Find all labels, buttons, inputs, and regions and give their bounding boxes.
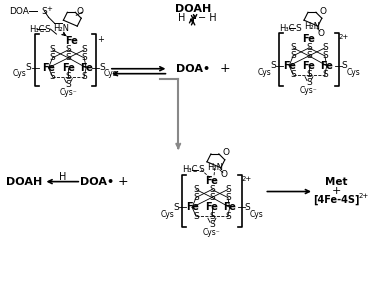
Text: Cys⁻: Cys⁻ bbox=[203, 228, 221, 237]
Text: O: O bbox=[77, 7, 84, 16]
Text: S: S bbox=[306, 78, 312, 87]
Text: S: S bbox=[173, 203, 179, 212]
Text: Fe: Fe bbox=[283, 61, 296, 71]
Text: S: S bbox=[245, 203, 251, 212]
Text: S: S bbox=[81, 72, 87, 81]
Text: S: S bbox=[225, 193, 231, 202]
Text: Fe: Fe bbox=[206, 202, 218, 212]
Text: S: S bbox=[26, 63, 32, 72]
Text: S: S bbox=[322, 43, 328, 52]
Text: S: S bbox=[65, 72, 71, 81]
Text: Fe: Fe bbox=[320, 61, 333, 71]
Text: S: S bbox=[270, 61, 276, 70]
Text: Cys: Cys bbox=[346, 68, 360, 77]
Text: Fe: Fe bbox=[303, 61, 315, 71]
Text: +: + bbox=[219, 62, 230, 75]
Text: S: S bbox=[65, 80, 71, 89]
Text: 2+: 2+ bbox=[358, 193, 368, 199]
Text: S: S bbox=[322, 70, 328, 79]
Text: O: O bbox=[222, 148, 229, 157]
Text: +: + bbox=[47, 6, 52, 12]
Text: S: S bbox=[209, 220, 215, 229]
Text: H₃C: H₃C bbox=[279, 24, 295, 33]
Text: Fe: Fe bbox=[206, 176, 218, 186]
Text: S: S bbox=[322, 51, 328, 60]
Text: O: O bbox=[319, 7, 326, 16]
Text: S: S bbox=[81, 45, 87, 54]
Text: S: S bbox=[193, 185, 199, 194]
Text: Cys: Cys bbox=[161, 210, 174, 219]
Text: Cys: Cys bbox=[13, 69, 27, 78]
Text: S: S bbox=[290, 70, 296, 79]
Text: S: S bbox=[50, 53, 55, 62]
Text: S: S bbox=[225, 185, 231, 194]
Text: Fe: Fe bbox=[186, 202, 199, 212]
Text: S: S bbox=[225, 212, 231, 221]
Text: Fe: Fe bbox=[223, 202, 236, 212]
Text: S: S bbox=[193, 212, 199, 221]
Text: H₂N: H₂N bbox=[304, 22, 320, 31]
Text: Met: Met bbox=[325, 177, 348, 187]
Text: Fe: Fe bbox=[303, 34, 315, 44]
Text: Cys⁻: Cys⁻ bbox=[59, 88, 77, 97]
Text: S: S bbox=[209, 212, 215, 221]
Text: DOAH: DOAH bbox=[175, 4, 211, 14]
Text: S: S bbox=[290, 51, 296, 60]
Text: S: S bbox=[45, 25, 50, 34]
Text: DOA•: DOA• bbox=[176, 64, 210, 74]
Text: Fe: Fe bbox=[62, 63, 75, 73]
Text: S: S bbox=[193, 193, 199, 202]
Text: H₂N: H₂N bbox=[207, 163, 223, 172]
Text: 2+: 2+ bbox=[338, 34, 349, 40]
Text: S: S bbox=[65, 53, 71, 62]
Text: Cys: Cys bbox=[258, 68, 271, 77]
Text: DOA•: DOA• bbox=[80, 177, 114, 187]
Text: +: + bbox=[97, 35, 104, 43]
Text: − H: − H bbox=[198, 13, 217, 23]
Text: Cys: Cys bbox=[249, 210, 263, 219]
Text: S: S bbox=[198, 165, 204, 174]
Text: S: S bbox=[99, 63, 105, 72]
Text: DOA: DOA bbox=[9, 7, 29, 16]
Text: S: S bbox=[81, 53, 87, 62]
Text: S: S bbox=[306, 51, 312, 60]
Text: Cys: Cys bbox=[104, 69, 118, 78]
Text: Fe: Fe bbox=[65, 36, 78, 46]
Text: H: H bbox=[59, 172, 66, 182]
Text: 2+: 2+ bbox=[241, 176, 252, 182]
Text: S: S bbox=[306, 70, 312, 79]
Text: O: O bbox=[317, 29, 324, 37]
Text: S: S bbox=[295, 24, 301, 33]
Text: S: S bbox=[290, 43, 296, 52]
Text: S: S bbox=[65, 45, 71, 54]
Text: H₂N: H₂N bbox=[54, 24, 69, 33]
Text: S: S bbox=[209, 185, 215, 194]
Text: Cys⁻: Cys⁻ bbox=[300, 86, 318, 95]
Text: H₃C: H₃C bbox=[182, 165, 198, 174]
Text: Fe: Fe bbox=[80, 63, 93, 73]
Text: O: O bbox=[220, 170, 227, 179]
Text: S: S bbox=[342, 61, 348, 70]
Text: Fe: Fe bbox=[42, 63, 55, 73]
Text: S: S bbox=[209, 193, 215, 202]
Text: S: S bbox=[50, 45, 55, 54]
Text: S: S bbox=[50, 72, 55, 81]
Text: +: + bbox=[117, 175, 128, 188]
Text: H₃C: H₃C bbox=[29, 25, 44, 34]
Text: S: S bbox=[42, 7, 47, 16]
Text: S: S bbox=[306, 43, 312, 52]
Text: +: + bbox=[332, 186, 341, 196]
Text: H: H bbox=[178, 13, 185, 23]
Text: [4Fe-4S]: [4Fe-4S] bbox=[313, 194, 360, 204]
Text: DOAH: DOAH bbox=[6, 177, 42, 187]
